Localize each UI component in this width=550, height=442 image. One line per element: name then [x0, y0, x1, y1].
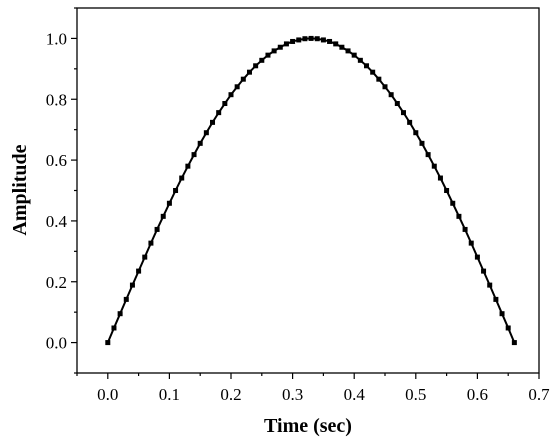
data-point	[487, 282, 493, 288]
data-point	[136, 268, 142, 274]
x-tick-label: 0.0	[97, 385, 118, 404]
data-point	[296, 37, 302, 43]
data-point	[105, 340, 111, 346]
y-tick-label: 0.4	[46, 212, 68, 231]
y-tick-label: 1.0	[46, 29, 67, 48]
data-point	[394, 101, 400, 107]
data-point	[179, 175, 185, 181]
data-point	[210, 119, 216, 125]
x-axis: 0.0 0.1 0.2 0.3 0.4 0.5 0.6 0.7	[76, 373, 550, 404]
data-point	[246, 69, 252, 75]
data-point	[511, 340, 517, 346]
data-point	[259, 57, 265, 63]
data-point	[265, 52, 271, 58]
y-tick-label: 0.0	[46, 334, 67, 353]
data-point	[345, 48, 351, 54]
data-point	[450, 200, 456, 206]
series-markers	[105, 35, 517, 346]
data-point	[191, 152, 197, 158]
data-point	[444, 188, 450, 193]
data-point	[173, 188, 179, 193]
data-point	[419, 140, 425, 146]
data-point	[129, 282, 135, 288]
data-point	[308, 35, 314, 41]
data-point	[234, 84, 240, 90]
data-point	[499, 311, 505, 317]
x-tick-label: 0.5	[405, 385, 426, 404]
data-point	[456, 213, 462, 219]
data-point	[413, 130, 419, 136]
x-tick-label: 0.7	[528, 385, 550, 404]
data-point	[283, 41, 289, 47]
data-point	[481, 268, 487, 274]
data-point	[314, 36, 320, 42]
data-point	[370, 69, 376, 75]
data-point	[253, 63, 259, 69]
data-point	[333, 41, 339, 47]
x-tick-label: 0.2	[220, 385, 241, 404]
data-point	[320, 37, 326, 43]
y-axis: 0.0 0.2 0.4 0.6 0.8 1.0	[46, 7, 77, 374]
data-point	[142, 254, 148, 260]
data-point	[240, 76, 246, 82]
series-line	[106, 37, 516, 343]
y-tick-label: 0.2	[46, 273, 67, 292]
data-point	[351, 52, 357, 58]
x-axis-title: Time (sec)	[264, 415, 352, 437]
data-point	[302, 36, 308, 42]
data-point	[364, 63, 370, 69]
data-point	[123, 296, 129, 302]
data-point	[468, 240, 474, 246]
data-point	[327, 38, 333, 44]
data-point	[388, 92, 394, 98]
data-point	[425, 152, 431, 158]
data-point	[166, 200, 172, 206]
data-point	[117, 311, 123, 317]
data-point	[462, 226, 468, 232]
data-point	[185, 163, 191, 169]
data-point	[271, 48, 277, 54]
data-point	[400, 110, 406, 116]
data-point	[277, 44, 283, 50]
data-point	[222, 101, 228, 107]
data-point	[148, 240, 154, 246]
data-point	[437, 175, 443, 181]
y-tick-label: 0.8	[46, 90, 67, 109]
data-point	[382, 84, 388, 90]
data-point	[505, 325, 511, 331]
data-point	[474, 254, 480, 260]
data-point	[216, 110, 222, 116]
y-axis-title: Amplitude	[9, 144, 31, 235]
data-point	[228, 92, 234, 98]
data-point	[357, 57, 363, 63]
plot-frame	[76, 7, 540, 374]
x-tick-label: 0.4	[344, 385, 366, 404]
data-point	[111, 325, 117, 331]
data-point	[290, 38, 296, 44]
data-point	[493, 296, 499, 302]
data-point	[197, 140, 203, 146]
data-point	[154, 226, 160, 232]
data-point	[431, 163, 437, 169]
data-point	[339, 44, 345, 50]
data-point	[203, 130, 209, 136]
x-tick-label: 0.1	[159, 385, 180, 404]
y-tick-label: 0.6	[46, 151, 67, 170]
data-point	[376, 76, 382, 82]
data-point	[407, 119, 413, 125]
x-tick-label: 0.6	[467, 385, 488, 404]
x-tick-label: 0.3	[282, 385, 303, 404]
data-point	[160, 213, 166, 219]
